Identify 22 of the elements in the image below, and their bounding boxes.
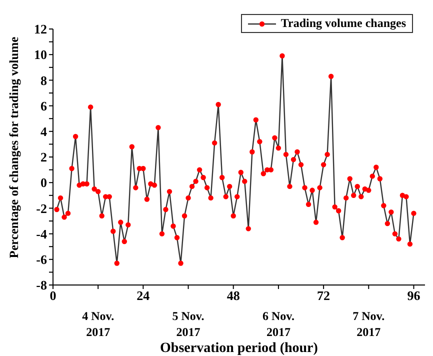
y-tick-label: -8	[36, 278, 48, 293]
y-tick-label: 6	[40, 98, 48, 114]
text: 4 Nov. 2017	[81, 308, 116, 340]
text: 6 Nov. 2017	[261, 308, 296, 340]
y-tick-label: 0	[40, 175, 47, 190]
legend-label: Trading volume changes	[280, 16, 406, 31]
y-tick-label: -6	[36, 252, 48, 268]
x-tick-label: 96	[407, 288, 421, 304]
x-axis-title: Observation period (hour)	[160, 341, 318, 356]
y-tick-label: 10	[34, 47, 47, 62]
y-tick-label: 12	[34, 22, 47, 37]
y-tick-label: 4	[40, 124, 48, 140]
y-tick-label: 8	[40, 72, 48, 88]
x-tick-label: 24	[136, 288, 150, 304]
y-tick-label: 2	[40, 150, 47, 165]
y-tick-label: -4	[36, 226, 48, 242]
x-tick-label: 48	[226, 288, 240, 304]
text: 7 Nov. 2017	[352, 308, 386, 340]
y-tick-label: -2	[36, 200, 47, 216]
x-tick-label: 72	[317, 288, 330, 304]
y-axis-title: Percentage of changes for trading volume	[7, 36, 21, 258]
text: 5 Nov. 2017	[171, 308, 206, 340]
